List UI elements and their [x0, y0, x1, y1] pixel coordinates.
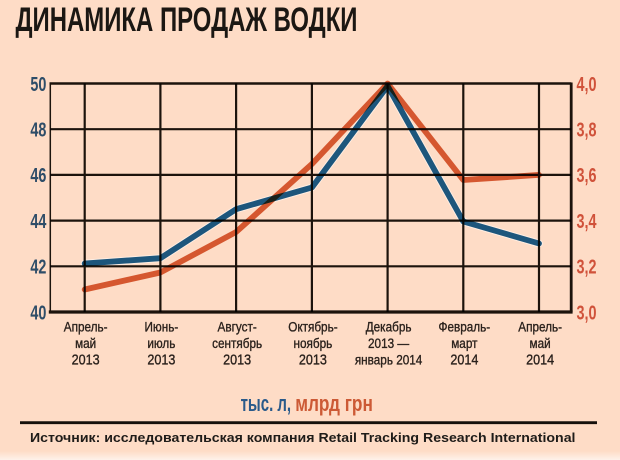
- svg-text:март: март: [451, 335, 477, 351]
- svg-text:48: 48: [30, 119, 46, 142]
- svg-text:2013 —: 2013 —: [368, 335, 409, 351]
- svg-text:Декабрь: Декабрь: [366, 319, 412, 335]
- svg-text:январь 2014: январь 2014: [355, 351, 423, 367]
- svg-text:ноябрь: ноябрь: [294, 335, 333, 351]
- svg-text:тыс. л,: тыс. л,: [241, 391, 292, 416]
- svg-text:сентябрь: сентябрь: [212, 335, 262, 351]
- svg-text:2014: 2014: [526, 351, 554, 368]
- svg-text:46: 46: [30, 164, 46, 187]
- svg-text:2013: 2013: [147, 351, 175, 368]
- svg-text:Источник: исследовательская ко: Источник: исследовательская компания Ret…: [30, 431, 576, 445]
- svg-text:50: 50: [30, 73, 46, 96]
- svg-text:2013: 2013: [299, 351, 327, 368]
- svg-text:4,0: 4,0: [577, 73, 597, 96]
- svg-text:3,6: 3,6: [577, 164, 597, 187]
- svg-text:40: 40: [30, 301, 46, 324]
- svg-text:май: май: [530, 335, 551, 351]
- svg-text:2014: 2014: [450, 351, 478, 368]
- svg-text:Август-: Август-: [218, 319, 257, 335]
- svg-text:ДИНАМИКА ПРОДАЖ ВОДКИ: ДИНАМИКА ПРОДАЖ ВОДКИ: [16, 1, 358, 39]
- svg-text:3,2: 3,2: [577, 256, 597, 279]
- svg-text:Апрель-: Апрель-: [64, 319, 108, 335]
- svg-text:3,8: 3,8: [577, 119, 597, 142]
- svg-text:2013: 2013: [223, 351, 251, 368]
- svg-text:Апрель-: Апрель-: [518, 319, 562, 335]
- svg-text:2013: 2013: [72, 351, 100, 368]
- svg-text:Июнь-: Июнь-: [144, 319, 178, 335]
- svg-text:июль: июль: [147, 335, 175, 351]
- svg-text:3,4: 3,4: [577, 210, 597, 233]
- svg-text:Октябрь-: Октябрь-: [288, 319, 337, 335]
- svg-text:42: 42: [30, 256, 46, 279]
- svg-text:млрд грн: млрд грн: [295, 391, 373, 416]
- svg-text:Февраль-: Февраль-: [439, 319, 491, 335]
- svg-text:май: май: [75, 335, 96, 351]
- svg-text:44: 44: [30, 210, 46, 233]
- svg-text:3,0: 3,0: [577, 301, 597, 324]
